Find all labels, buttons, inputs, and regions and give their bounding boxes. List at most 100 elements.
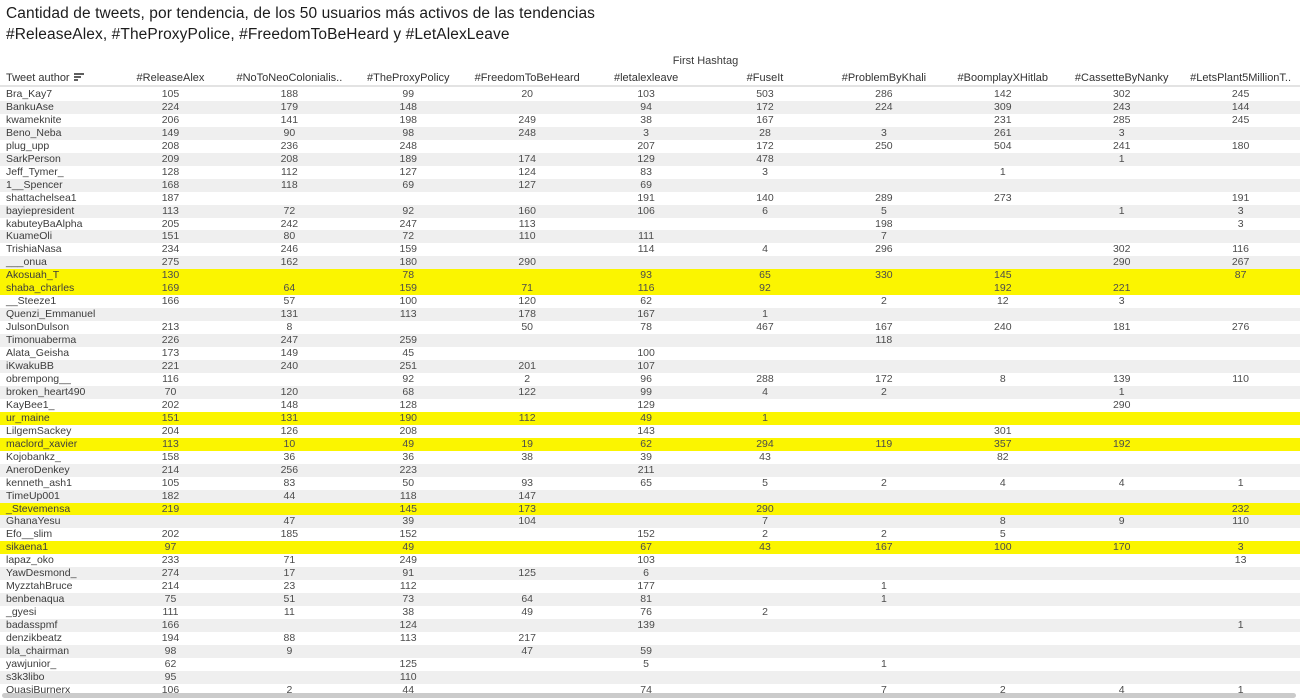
author-cell[interactable]: SarkPerson bbox=[6, 152, 61, 165]
value-cell[interactable] bbox=[1181, 412, 1300, 425]
value-cell[interactable] bbox=[468, 541, 587, 554]
value-cell[interactable]: 236 bbox=[280, 139, 299, 152]
value-cell[interactable]: 82 bbox=[996, 450, 1009, 463]
value-cell[interactable] bbox=[824, 412, 943, 425]
value-cell[interactable]: 124 bbox=[399, 619, 418, 632]
value-cell[interactable]: 110 bbox=[518, 230, 536, 243]
value-cell[interactable]: 166 bbox=[161, 295, 180, 308]
value-cell[interactable]: 43 bbox=[759, 450, 771, 463]
author-cell[interactable]: QuasiBurnerx bbox=[6, 683, 71, 696]
value-cell[interactable]: 99 bbox=[640, 385, 652, 398]
author-cell[interactable]: denzikbeatz bbox=[6, 632, 63, 645]
value-cell[interactable]: 130 bbox=[161, 269, 180, 282]
value-cell[interactable] bbox=[230, 503, 349, 516]
value-cell[interactable]: 44 bbox=[402, 683, 415, 696]
value-cell[interactable]: 7 bbox=[880, 230, 887, 243]
value-cell[interactable] bbox=[1062, 619, 1181, 632]
value-cell[interactable]: 208 bbox=[399, 424, 418, 437]
value-cell[interactable]: 208 bbox=[161, 139, 180, 152]
value-cell[interactable]: 125 bbox=[518, 567, 536, 580]
value-cell[interactable]: 43 bbox=[759, 541, 771, 554]
value-cell[interactable]: 39 bbox=[640, 450, 652, 463]
value-cell[interactable] bbox=[706, 256, 825, 269]
value-cell[interactable]: 105 bbox=[161, 88, 180, 100]
value-cell[interactable]: 288 bbox=[756, 372, 774, 385]
value-cell[interactable]: 113 bbox=[518, 217, 536, 230]
value-cell[interactable]: 116 bbox=[162, 372, 179, 385]
value-cell[interactable]: 180 bbox=[399, 256, 418, 269]
value-cell[interactable]: 247 bbox=[280, 334, 299, 347]
value-cell[interactable]: 5 bbox=[643, 657, 649, 670]
value-cell[interactable] bbox=[1181, 438, 1300, 451]
value-cell[interactable]: 1 bbox=[1118, 152, 1125, 165]
author-cell[interactable]: kenneth_ash1 bbox=[6, 476, 72, 489]
value-cell[interactable] bbox=[824, 360, 943, 373]
value-cell[interactable] bbox=[1062, 360, 1181, 373]
value-cell[interactable] bbox=[468, 528, 587, 541]
value-cell[interactable] bbox=[349, 321, 468, 334]
value-cell[interactable] bbox=[1181, 593, 1300, 606]
author-cell[interactable]: benbenaqua bbox=[6, 593, 65, 606]
value-cell[interactable] bbox=[943, 347, 1062, 360]
value-cell[interactable]: 192 bbox=[1112, 437, 1131, 450]
value-cell[interactable]: 149 bbox=[161, 126, 180, 139]
value-cell[interactable]: 202 bbox=[161, 528, 180, 541]
value-cell[interactable]: 285 bbox=[1112, 113, 1131, 126]
value-cell[interactable] bbox=[1181, 645, 1300, 658]
value-cell[interactable]: 276 bbox=[1231, 321, 1250, 334]
value-cell[interactable] bbox=[943, 386, 1062, 399]
value-cell[interactable]: 81 bbox=[640, 593, 652, 606]
value-cell[interactable]: 1 bbox=[1237, 476, 1244, 489]
author-cell[interactable]: shaba_charles bbox=[6, 282, 75, 295]
value-cell[interactable]: 9 bbox=[286, 644, 293, 657]
value-cell[interactable]: 2 bbox=[880, 476, 887, 489]
author-cell[interactable]: __Steeze1 bbox=[6, 295, 57, 308]
value-cell[interactable]: 113 bbox=[162, 437, 179, 450]
value-cell[interactable]: 330 bbox=[875, 269, 893, 282]
value-cell[interactable]: 192 bbox=[994, 282, 1012, 295]
value-cell[interactable]: 139 bbox=[637, 619, 655, 632]
value-cell[interactable]: 1 bbox=[1118, 385, 1125, 398]
value-cell[interactable] bbox=[1181, 658, 1300, 671]
value-cell[interactable]: 59 bbox=[640, 644, 652, 657]
value-cell[interactable]: 189 bbox=[399, 152, 418, 165]
value-cell[interactable]: 188 bbox=[280, 88, 299, 100]
value-cell[interactable]: 224 bbox=[875, 100, 893, 113]
value-cell[interactable] bbox=[943, 619, 1062, 632]
value-cell[interactable]: 226 bbox=[161, 334, 180, 347]
value-cell[interactable]: 67 bbox=[640, 541, 652, 554]
author-cell[interactable]: lapaz_oko bbox=[6, 554, 54, 567]
value-cell[interactable]: 2 bbox=[524, 372, 531, 385]
value-cell[interactable] bbox=[1062, 567, 1181, 580]
value-cell[interactable] bbox=[943, 567, 1062, 580]
value-cell[interactable]: 240 bbox=[280, 360, 299, 373]
value-cell[interactable]: 87 bbox=[1234, 269, 1247, 282]
value-cell[interactable]: 114 bbox=[637, 243, 655, 256]
value-cell[interactable] bbox=[1062, 606, 1181, 619]
value-cell[interactable] bbox=[230, 658, 349, 671]
value-cell[interactable]: 290 bbox=[756, 502, 774, 515]
value-cell[interactable] bbox=[1062, 218, 1181, 231]
value-cell[interactable]: 159 bbox=[399, 243, 418, 256]
author-cell[interactable]: Quenzi_Emmanuel bbox=[6, 308, 96, 321]
value-cell[interactable]: 504 bbox=[994, 139, 1012, 152]
value-cell[interactable]: 167 bbox=[875, 321, 893, 334]
value-cell[interactable]: 124 bbox=[518, 165, 536, 178]
value-cell[interactable]: 301 bbox=[994, 424, 1012, 437]
author-cell[interactable]: shattachelsea1 bbox=[6, 191, 77, 204]
value-cell[interactable]: 62 bbox=[164, 657, 177, 670]
value-cell[interactable] bbox=[943, 256, 1062, 269]
value-cell[interactable]: 72 bbox=[283, 204, 296, 217]
author-cell[interactable]: kwameknite bbox=[6, 113, 62, 126]
value-cell[interactable]: 107 bbox=[637, 360, 655, 373]
value-cell[interactable]: 208 bbox=[280, 152, 299, 165]
value-cell[interactable]: 112 bbox=[280, 165, 298, 178]
author-cell[interactable]: KayBee1_ bbox=[6, 398, 55, 411]
value-cell[interactable] bbox=[468, 243, 587, 256]
value-cell[interactable] bbox=[824, 308, 943, 321]
value-cell[interactable]: 128 bbox=[161, 165, 180, 178]
value-cell[interactable] bbox=[111, 515, 230, 528]
value-cell[interactable]: 1 bbox=[1237, 619, 1244, 632]
value-cell[interactable]: 20 bbox=[521, 88, 534, 100]
value-cell[interactable]: 181 bbox=[1112, 321, 1131, 334]
